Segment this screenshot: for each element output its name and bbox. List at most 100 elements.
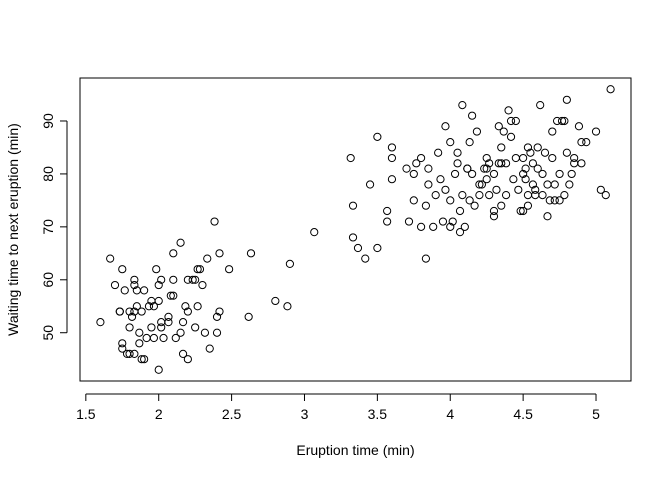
- point: [497, 201, 506, 210]
- point: [538, 190, 547, 200]
- point: [106, 254, 115, 263]
- point: [193, 265, 202, 274]
- point: [455, 206, 465, 216]
- point: [424, 164, 433, 173]
- point: [120, 286, 129, 295]
- point: [514, 185, 523, 194]
- point: [125, 307, 134, 316]
- point: [130, 280, 139, 290]
- x-tick-label: 5: [592, 406, 600, 422]
- x-tick-label: 1.5: [76, 406, 96, 422]
- point: [557, 116, 567, 126]
- point: [178, 349, 188, 358]
- point: [421, 201, 431, 210]
- point: [144, 302, 154, 311]
- point: [550, 196, 559, 205]
- point: [446, 196, 455, 205]
- point: [543, 212, 552, 221]
- point: [521, 164, 530, 173]
- point: [562, 148, 571, 157]
- point: [591, 127, 601, 136]
- point: [545, 196, 554, 205]
- point: [149, 333, 159, 343]
- point: [501, 159, 511, 168]
- point: [127, 312, 137, 321]
- point: [523, 201, 533, 210]
- point: [409, 196, 418, 205]
- y-tick-label: 50: [40, 325, 56, 341]
- point: [383, 206, 392, 216]
- point: [246, 249, 256, 258]
- point: [550, 180, 559, 189]
- point: [96, 318, 105, 327]
- point: [137, 307, 146, 316]
- point: [504, 106, 513, 115]
- x-tick-label: 4.5: [513, 406, 533, 422]
- point: [521, 175, 530, 184]
- point: [562, 95, 571, 104]
- point: [183, 307, 192, 316]
- point: [164, 312, 173, 321]
- point: [193, 302, 202, 311]
- point: [543, 180, 552, 189]
- point: [348, 201, 358, 210]
- point: [212, 312, 222, 321]
- point: [365, 180, 375, 189]
- point: [465, 138, 474, 147]
- point: [132, 302, 141, 311]
- point: [570, 159, 579, 168]
- point: [455, 228, 465, 237]
- point: [441, 185, 450, 194]
- point: [472, 127, 482, 136]
- point: [582, 138, 591, 147]
- point: [212, 328, 222, 337]
- point: [244, 312, 253, 321]
- point: [171, 333, 180, 343]
- point: [446, 222, 455, 231]
- point: [159, 333, 168, 343]
- point: [460, 222, 469, 231]
- point: [548, 127, 557, 136]
- point: [577, 159, 586, 168]
- point: [373, 243, 382, 253]
- y-tick-label: 70: [40, 219, 56, 235]
- point: [492, 185, 501, 194]
- point: [506, 116, 516, 126]
- point: [412, 159, 421, 168]
- point: [509, 175, 518, 184]
- point: [147, 296, 156, 306]
- point: [523, 190, 533, 200]
- point: [519, 169, 528, 179]
- point: [383, 217, 392, 226]
- point: [548, 153, 557, 163]
- point: [497, 143, 506, 152]
- point: [169, 291, 178, 300]
- point: [154, 296, 163, 306]
- point: [416, 153, 426, 163]
- point: [191, 323, 200, 332]
- y-tick-label: 90: [40, 113, 56, 129]
- point: [215, 249, 224, 258]
- point: [402, 164, 411, 173]
- y-axis-label: Waiting time to next eruption (min): [5, 123, 21, 336]
- point: [147, 323, 156, 332]
- point: [431, 190, 440, 200]
- x-tick-label: 3: [301, 406, 309, 422]
- point: [519, 153, 528, 163]
- point: [353, 243, 363, 253]
- point: [135, 328, 144, 337]
- point: [169, 249, 178, 258]
- point: [429, 222, 438, 231]
- y-tick-label: 80: [40, 166, 56, 182]
- point: [565, 180, 574, 189]
- point: [494, 122, 503, 131]
- point: [438, 217, 448, 226]
- point: [475, 180, 484, 189]
- point: [283, 302, 292, 311]
- point: [140, 286, 149, 295]
- point: [361, 254, 370, 263]
- point: [387, 143, 397, 152]
- x-tick-label: 3.5: [368, 406, 388, 422]
- point: [450, 169, 460, 179]
- point: [506, 132, 516, 141]
